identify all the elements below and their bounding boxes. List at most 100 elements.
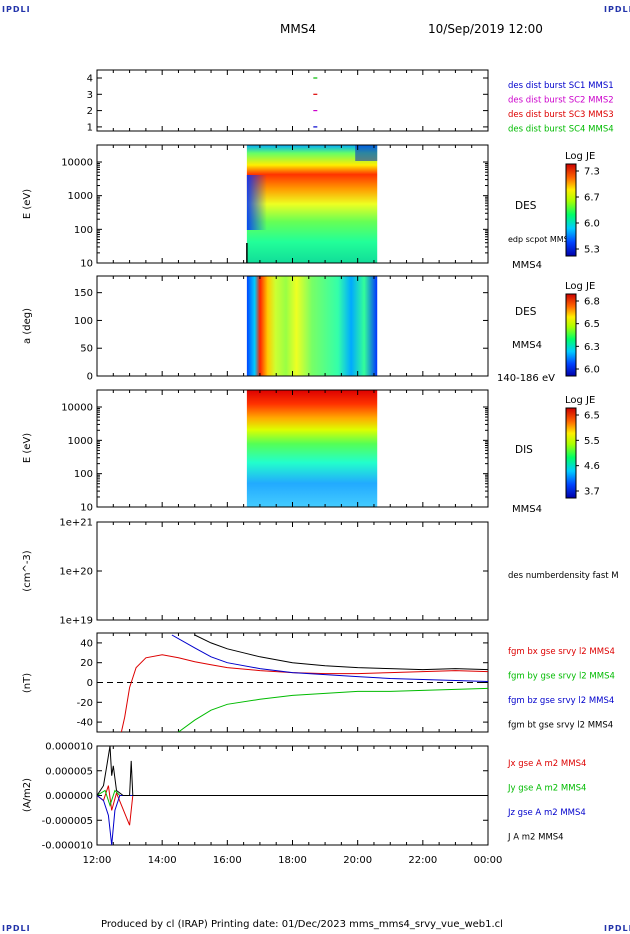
- current-legend-entry: J A m2 MMS4: [507, 833, 564, 843]
- burst-panel-frame: [96, 69, 489, 132]
- density-ytick-label: 1e+21: [59, 518, 93, 529]
- bfield-ytick-label: 20: [80, 658, 93, 669]
- des-pitch-energy: 140-186 eV: [497, 373, 555, 384]
- burst-ytick-label: 1: [87, 122, 93, 133]
- logo-top-right: IPDLI: [604, 5, 630, 14]
- des-energy-colorbar: [565, 163, 577, 257]
- des-energy-spectrogram: [246, 145, 378, 263]
- time-tick-label: 12:00: [83, 855, 112, 866]
- des-pitch-spectrogram: [246, 276, 378, 376]
- burst-legend-entry: des dist burst SC3 MMS3: [508, 110, 614, 120]
- time-tick-label: 00:00: [474, 855, 503, 866]
- current-ytick-label: -0.000010: [42, 841, 93, 852]
- logo-top-left: IPDLI: [2, 5, 31, 14]
- current-ytick-label: 0.000000: [45, 791, 93, 802]
- colorbar-tick-label: 4.6: [584, 461, 600, 472]
- density-legend-entry: des numberdensity fast M: [508, 571, 619, 581]
- dis-energy-colorbar: [565, 407, 577, 499]
- des-pitch-ytick-label: 100: [74, 316, 93, 327]
- burst-legend-entry: des dist burst SC4 MMS4: [508, 125, 614, 135]
- colorbar-tick-label: 3.7: [584, 487, 600, 498]
- density-ytick-label: 1e+19: [59, 616, 93, 627]
- colorbar-tick-label: 6.7: [584, 193, 600, 204]
- time-tick-label: 22:00: [408, 855, 437, 866]
- current-series-line: [97, 746, 488, 796]
- current-series-line: [97, 785, 488, 826]
- bfield-series-line: [194, 634, 488, 671]
- des-pitch-species: DES: [515, 306, 537, 318]
- des-pitch-ytick-label: 50: [80, 344, 93, 355]
- colorbar-tick-label: 7.3: [584, 167, 600, 178]
- spectrogram-layer: [246, 145, 378, 507]
- dis-energy-ytick-label: 1000: [68, 436, 93, 447]
- colorbar-tick-label: 6.5: [584, 411, 600, 422]
- des-energy-sc: MMS4: [512, 260, 542, 271]
- colorbar-tick-label: 6.5: [584, 319, 600, 330]
- des-energy-ytick-label: 1000: [68, 191, 93, 202]
- des-energy-edge: [246, 175, 267, 230]
- des-pitch-ytick-label: 0: [87, 372, 93, 383]
- logo-bottom-left: IPDLI: [2, 924, 31, 933]
- logo-bottom-right: IPDLI: [604, 924, 630, 933]
- des-pitch-colorbar: [565, 293, 577, 377]
- density-panel-frame: [96, 521, 489, 621]
- des-energy-ytick-label: 10000: [61, 158, 93, 169]
- time-tick-label: 18:00: [278, 855, 307, 866]
- datetime-title: 10/Sep/2019 12:00: [428, 22, 543, 36]
- current-series-line: [97, 795, 488, 845]
- dis-energy-ytick-label: 100: [74, 469, 93, 480]
- time-tick-label: 16:00: [213, 855, 242, 866]
- des-pitch-sc: MMS4: [512, 340, 542, 351]
- density-ytick-label: 1e+20: [59, 567, 93, 578]
- des-energy-ytick-label: 100: [74, 225, 93, 236]
- burst-ytick-label: 3: [87, 90, 93, 101]
- des-pitch-ylabel: a (deg): [22, 308, 33, 344]
- current-ylabel: (A/m2): [22, 778, 33, 812]
- current-ytick-label: 0.000005: [45, 766, 93, 777]
- colorbar-tick-label: 5.3: [584, 245, 600, 256]
- dis-energy-sc: MMS4: [512, 504, 542, 515]
- footer-credit: Produced by cl (IRAP) Printing date: 01/…: [101, 919, 503, 930]
- des-energy-species: DES: [515, 200, 537, 212]
- dis-energy-ytick-label: 10000: [61, 403, 93, 414]
- bfield-ytick-label: -40: [77, 718, 93, 729]
- bfield-series-line: [120, 654, 488, 732]
- density-ylabel: (cm^-3): [22, 550, 33, 591]
- colorbar-tick-label: 5.5: [584, 436, 600, 447]
- plot-layer: 4 3 2 1 des dist burst SC1 MMS1 des dist burs…: [22, 69, 619, 866]
- bfield-ytick-label: 0: [87, 678, 93, 689]
- current-series-line: [97, 789, 488, 808]
- burst-legend-entry: des dist burst SC2 MMS2: [508, 96, 614, 106]
- des-energy-corner: [355, 145, 378, 161]
- bfield-legend-entry: fgm bx gse srvy l2 MMS4: [508, 647, 615, 657]
- des-pitch-ytick-label: 150: [74, 288, 93, 299]
- bfield-series-line: [178, 687, 488, 732]
- dis-energy-spectrogram: [246, 390, 378, 507]
- bfield-legend-entry: fgm bt gse srvy l2 MMS4: [508, 721, 613, 731]
- des-energy-extra: edp scpot MMS4: [508, 235, 574, 244]
- des-energy-ylabel: E (eV): [22, 189, 33, 219]
- current-legend-entry: Jx gse A m2 MMS4: [507, 759, 586, 769]
- dis-energy-species: DIS: [515, 444, 533, 456]
- colorbar-tick-label: 6.0: [584, 365, 600, 376]
- colorbar-title: Log JE: [565, 151, 595, 162]
- time-tick-label: 14:00: [148, 855, 177, 866]
- burst-ytick-label: 4: [87, 74, 93, 85]
- bfield-series-line: [171, 634, 488, 682]
- bfield-legend-entry: fgm bz gse srvy l2 MMS4: [508, 696, 614, 706]
- colorbar-title: Log JE: [565, 281, 595, 292]
- colorbar-title: Log JE: [565, 395, 595, 406]
- bfield-ylabel: (nT): [22, 673, 33, 693]
- des-energy-ytick-label: 10: [80, 259, 93, 270]
- spacecraft-title: MMS4: [280, 22, 316, 36]
- time-tick-label: 20:00: [343, 855, 372, 866]
- bfield-ytick-label: 40: [80, 638, 93, 649]
- current-legend-entry: Jy gse A m2 MMS4: [507, 784, 586, 794]
- burst-ytick-label: 2: [87, 106, 93, 117]
- current-ytick-label: -0.000005: [42, 816, 93, 827]
- current-legend-entry: Jz gse A m2 MMS4: [507, 808, 586, 818]
- bfield-ytick-label: -20: [77, 698, 93, 709]
- colorbar-tick-label: 6.3: [584, 342, 600, 353]
